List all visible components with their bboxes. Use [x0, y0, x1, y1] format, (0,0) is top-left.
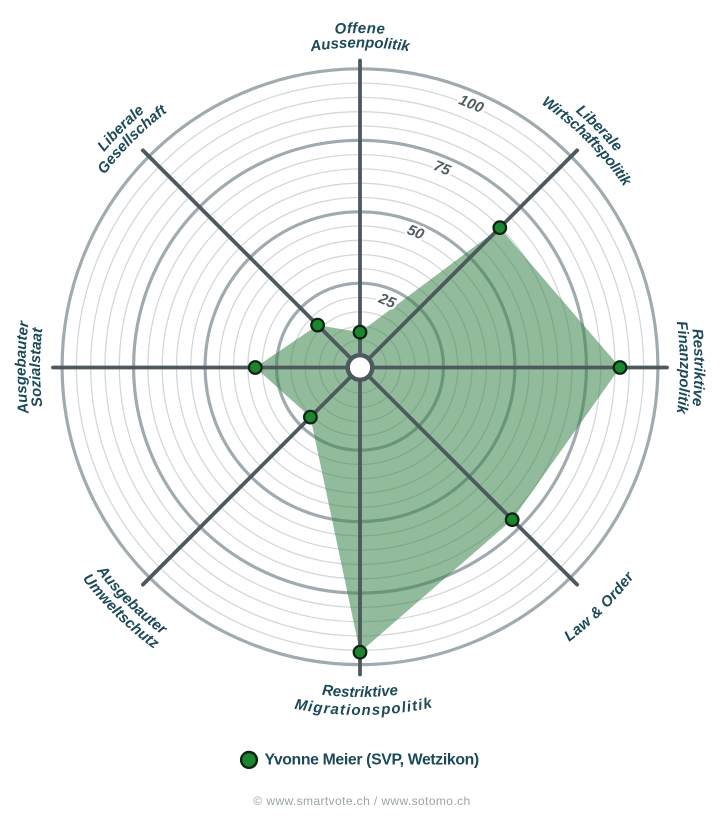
- svg-text:Yvonne Meier (SVP, Wetzikon): Yvonne Meier (SVP, Wetzikon): [265, 752, 479, 769]
- svg-text:Aussenpolitik: Aussenpolitik: [308, 34, 411, 55]
- svg-text:Sozialstaat: Sozialstaat: [27, 326, 47, 408]
- svg-text:Finanzpolitik: Finanzpolitik: [673, 320, 693, 415]
- svg-text:Restriktive: Restriktive: [321, 682, 398, 701]
- svg-text:Offene: Offene: [334, 20, 386, 38]
- svg-text:© www.smartvote.ch / www.sotom: © www.smartvote.ch / www.sotomo.ch: [253, 794, 470, 808]
- svg-text:Ausgebauter: Ausgebauter: [12, 319, 32, 416]
